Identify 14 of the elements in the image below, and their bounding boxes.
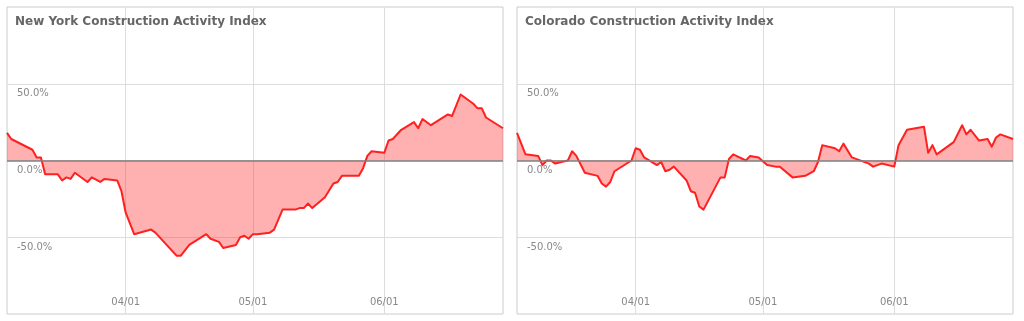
y-tick-label: -50.0% — [17, 240, 53, 252]
x-tick-label: 06/01 — [369, 295, 399, 307]
y-tick-label: -50.0% — [527, 240, 563, 252]
text: New York Construction Activity Index — [15, 14, 267, 28]
x-tick-label: 04/01 — [621, 295, 651, 307]
y-tick-label: 50.0% — [527, 87, 559, 99]
x-tick-label: 05/01 — [238, 295, 268, 307]
x-tick-label: 04/01 — [111, 295, 141, 307]
y-tick-label: 0.0% — [17, 164, 43, 175]
x-tick-label: 06/01 — [879, 295, 909, 307]
y-tick-label: 50.0% — [17, 87, 49, 99]
x-tick-label: 05/01 — [748, 295, 778, 307]
text: Colorado Construction Activity Index — [525, 14, 774, 28]
y-tick-label: 0.0% — [527, 164, 553, 175]
